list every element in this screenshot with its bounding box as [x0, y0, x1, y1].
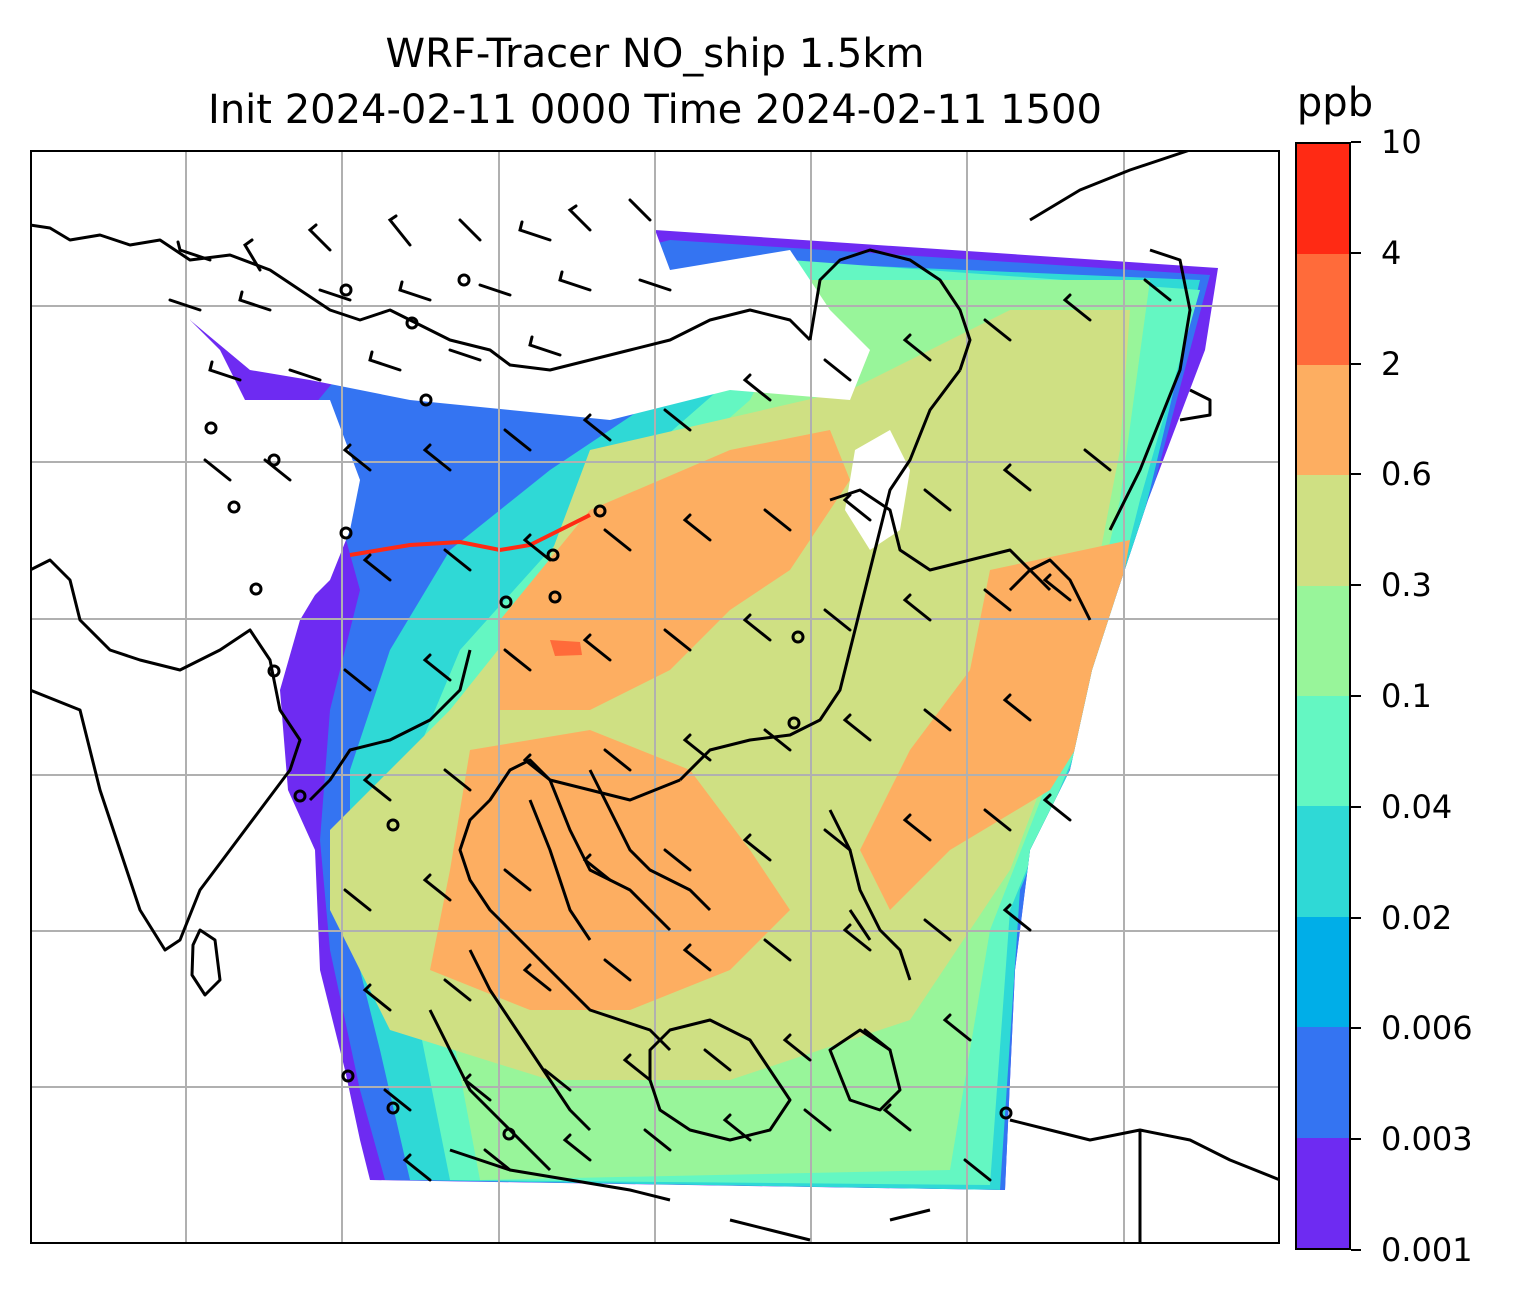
coast-mongolia-border	[808, 248, 972, 371]
coast-java	[449, 1148, 931, 1242]
coast-china-east	[678, 369, 962, 782]
colorbar-tick-label: 0.02	[1381, 898, 1453, 937]
colorbar-segment	[1297, 1137, 1349, 1249]
coastlines-and-borders	[30, 150, 1280, 1244]
colorbar-tick-mark	[1351, 805, 1361, 808]
colorbar-tick-mark	[1351, 473, 1361, 476]
wind-barbs	[168, 198, 1172, 1182]
colorbar-segment	[1297, 1027, 1349, 1138]
map-canvas	[30, 150, 1280, 1244]
colorbar-tick-mark	[1351, 362, 1361, 365]
colorbar-ticks: 10 4 2 0.6 0.3 0.1 0.04 0.02 0.006 0.003 0.001	[1351, 124, 1521, 1268]
border-laos	[588, 769, 712, 912]
colorbar-tick-mark	[1351, 584, 1361, 587]
coast-china-north	[30, 223, 812, 372]
colorbar-tick-label: 4	[1381, 233, 1402, 272]
colorbar-tick-label: 0.04	[1381, 787, 1453, 826]
colorbar-segment	[1297, 806, 1349, 917]
field-white-hole-west	[30, 400, 360, 630]
map-gridlines	[30, 150, 1280, 1244]
colorbar-segment	[1297, 254, 1349, 365]
colorbar-tick-mark	[1351, 251, 1361, 254]
coast-new-guinea	[1009, 1118, 1280, 1182]
colorbar-tick-label: 0.006	[1381, 1009, 1473, 1048]
colorbar-tick-label: 0.1	[1381, 677, 1432, 715]
coast-sumatra	[428, 1009, 552, 1172]
colorbar-tick-mark	[1351, 1249, 1361, 1251]
field-orange-north	[500, 430, 850, 710]
coast-bay	[829, 488, 1052, 592]
colorbar	[1295, 142, 1351, 1250]
colorbar-tick-label: 2	[1381, 344, 1402, 383]
colorbar-segment	[1297, 585, 1349, 697]
coast-borneo	[648, 1018, 792, 1142]
coast-sulawesi	[828, 1028, 902, 1112]
calm-wind-markers	[204, 273, 1013, 1141]
field-orange-east	[860, 540, 1130, 910]
map-title-line-2: Init 2024-02-11 0000 Time 2024-02-11 150…	[208, 87, 1102, 133]
colorbar-tick-mark	[1351, 141, 1361, 143]
coast-sri-lanka	[190, 928, 222, 997]
coast-taiwan	[1008, 558, 1092, 621]
colorbar-segment	[1297, 696, 1349, 807]
coast-philippines	[828, 809, 912, 981]
colorbar-segment	[1297, 364, 1349, 476]
colorbar-tick-mark	[1351, 695, 1361, 697]
colorbar-segment	[1297, 916, 1349, 1028]
map-border	[30, 150, 1280, 1244]
field-red-patch	[550, 640, 582, 656]
field-white-hole-north	[190, 230, 870, 420]
colorbar-tick-mark	[1351, 1027, 1361, 1030]
coast-india	[30, 558, 302, 952]
colorbar-tick-mark	[1351, 916, 1361, 919]
colorbar-tick-label: 0.3	[1381, 566, 1432, 605]
colorbar-tick-label: 0.001	[1381, 1231, 1473, 1269]
colorbar-tick-label: 10	[1381, 123, 1422, 161]
map-panel	[30, 150, 1280, 1244]
coast-malay	[468, 949, 592, 1132]
colorbar-tick-label: 0.003	[1381, 1120, 1473, 1159]
coast-korea-japan	[1029, 150, 1212, 531]
colorbar-tick-mark	[1351, 1138, 1361, 1141]
colorbar-segment	[1297, 475, 1349, 586]
colorbar-unit-label: ppb	[1296, 80, 1374, 126]
tracer-concentration-field	[30, 230, 1218, 1190]
colorbar-tick-label: 0.6	[1381, 455, 1432, 494]
border-myanmar	[308, 649, 472, 802]
map-title-line-1: WRF-Tracer NO_ship 1.5km	[385, 31, 925, 77]
colorbar-segment	[1297, 144, 1349, 255]
